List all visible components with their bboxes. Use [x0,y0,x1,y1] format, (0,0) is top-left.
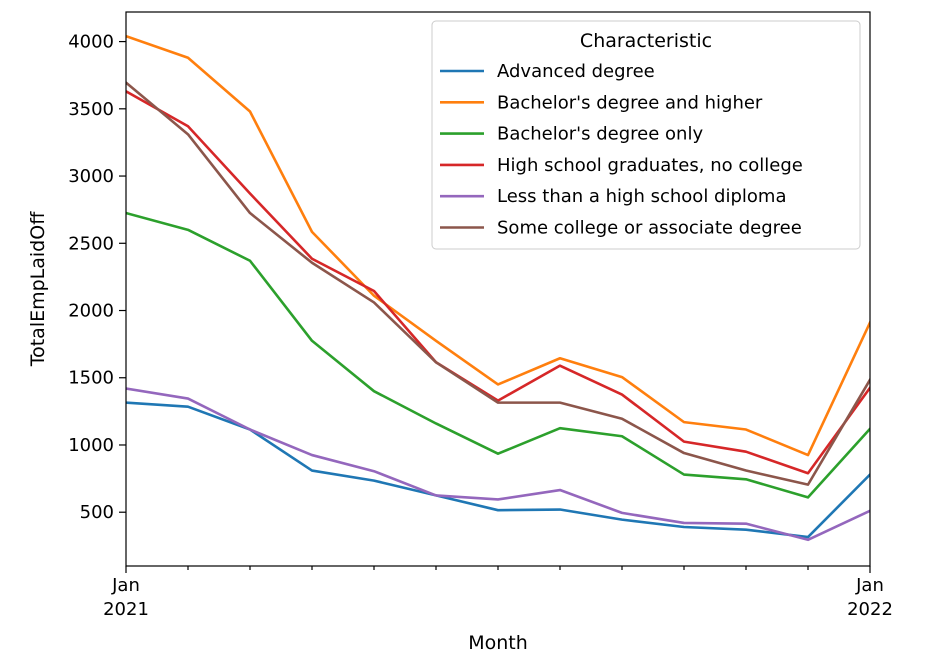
legend-entry-label: High school graduates, no college [497,155,803,176]
x-tick-label-month: Jan [855,575,884,596]
legend-entry-label: Advanced degree [497,61,655,82]
series-line-5 [126,80,870,486]
y-tick-label: 3000 [68,166,114,187]
x-tick-label-year: 2021 [103,599,149,620]
series-line-3 [126,89,870,475]
series-line-1 [126,34,870,457]
series-layer [126,34,870,542]
y-axis: 500 1000 1500 2000 2500 3000 3500 4000 [68,32,126,523]
y-tick-label: 2000 [68,301,114,322]
legend-entry-label: Bachelor's degree and higher [497,92,763,113]
series-line-2 [126,211,870,499]
legend-entry-label: Bachelor's degree only [497,124,703,145]
x-tick-label-year: 2022 [847,599,893,620]
y-axis-label: TotalEmpLaidOff [27,211,49,367]
y-tick-label: 4000 [68,32,114,53]
y-tick-label: 1000 [68,435,114,456]
legend-title: Characteristic [580,30,712,52]
y-tick-label: 3500 [68,99,114,120]
y-tick-label: 2500 [68,233,114,254]
legend-entry-label: Less than a high school diploma [497,186,786,207]
series-line-4 [126,387,870,542]
legend-box [431,20,861,250]
legend: Characteristic Advanced degree Bachelor's… [431,20,861,250]
y-tick-label: 1500 [68,368,114,389]
x-axis: Jan 2021 Jan 2022 [103,566,893,620]
x-tick-label-month: Jan [111,575,140,596]
legend-entry-label: Some college or associate degree [497,218,802,239]
x-axis-label: Month [468,632,528,654]
y-tick-label: 500 [80,502,114,523]
